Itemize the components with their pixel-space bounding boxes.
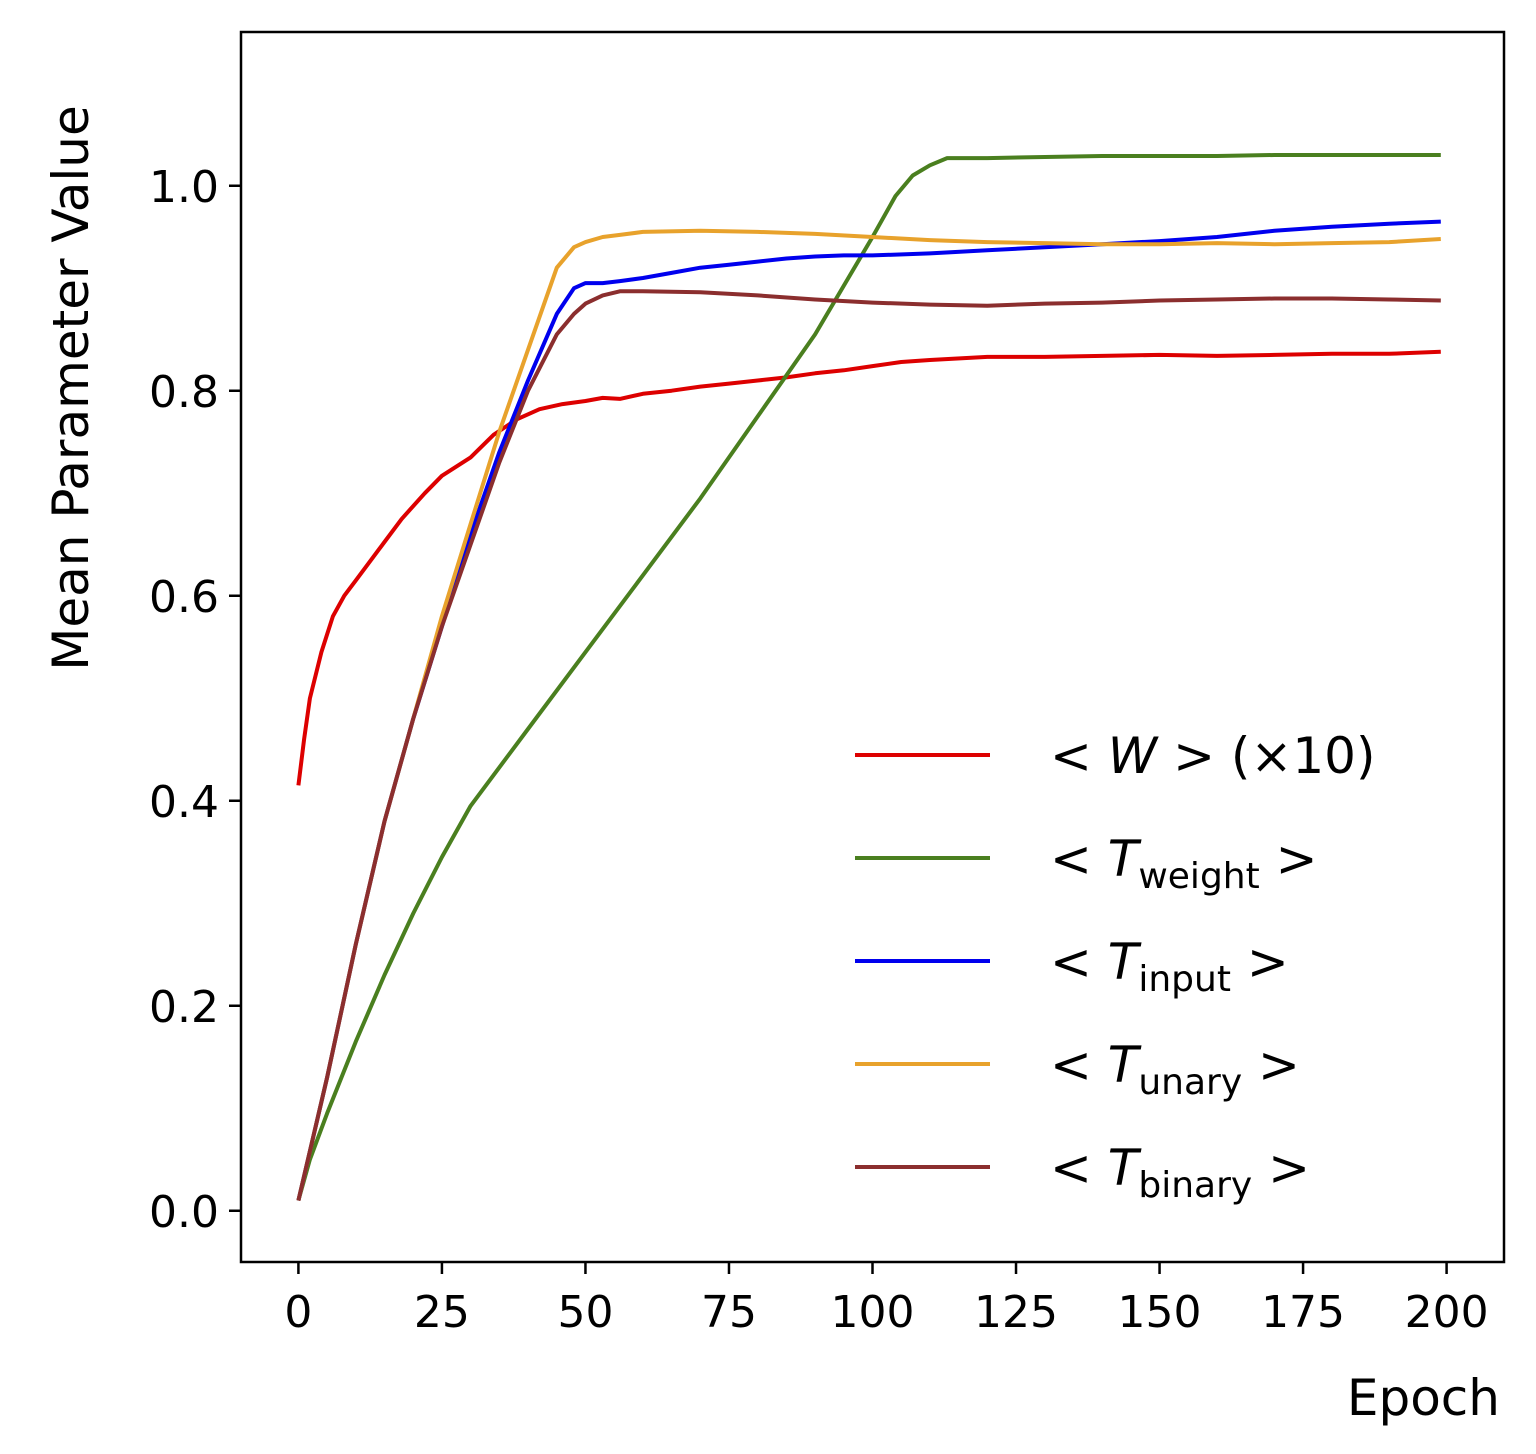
y-tick-label: 0.0 [149, 1187, 219, 1238]
plot-lines [296, 153, 1441, 1202]
y-tick-label: 0.6 [149, 572, 219, 623]
x-tick-label: 50 [557, 1287, 613, 1338]
y-axis-ticks: 0.0 0.2 0.4 0.6 0.8 1.0 [149, 162, 241, 1238]
legend: < W > (×10) < Tweight > < Tinput > < Tunary… [855, 727, 1375, 1206]
series-line-0 [296, 349, 1441, 786]
series-line-4 [296, 289, 1441, 1201]
legend-item-3: < Tunary > [855, 1036, 1300, 1103]
legend-label: < Tweight > [1050, 830, 1318, 897]
x-tick-label: 0 [284, 1287, 312, 1338]
x-tick-label: 75 [701, 1287, 757, 1338]
legend-label: < Tinput > [1050, 933, 1289, 1000]
legend-label: < Tbinary > [1050, 1139, 1310, 1206]
x-tick-label: 200 [1405, 1287, 1489, 1338]
x-tick-label: 125 [974, 1287, 1058, 1338]
x-axis-label: Epoch [1347, 1369, 1500, 1427]
x-tick-label: 150 [1118, 1287, 1202, 1338]
y-axis-label: Mean Parameter Value [42, 105, 100, 670]
legend-item-0: < W > (×10) [855, 727, 1375, 785]
x-axis-ticks: 0 25 50 75 100 125 150 175 200 [284, 1262, 1489, 1338]
legend-item-4: < Tbinary > [855, 1139, 1310, 1206]
series-line-3 [296, 228, 1441, 1201]
x-tick-label: 100 [831, 1287, 915, 1338]
legend-label: < W > (×10) [1050, 727, 1375, 785]
legend-item-2: < Tinput > [855, 933, 1289, 1000]
y-tick-label: 0.4 [149, 777, 219, 828]
legend-item-1: < Tweight > [855, 830, 1318, 897]
y-tick-label: 1.0 [149, 162, 219, 213]
y-tick-label: 0.2 [149, 982, 219, 1033]
y-tick-label: 0.8 [149, 367, 219, 418]
x-tick-label: 175 [1261, 1287, 1345, 1338]
x-tick-label: 25 [414, 1287, 470, 1338]
legend-label: < Tunary > [1050, 1036, 1300, 1103]
